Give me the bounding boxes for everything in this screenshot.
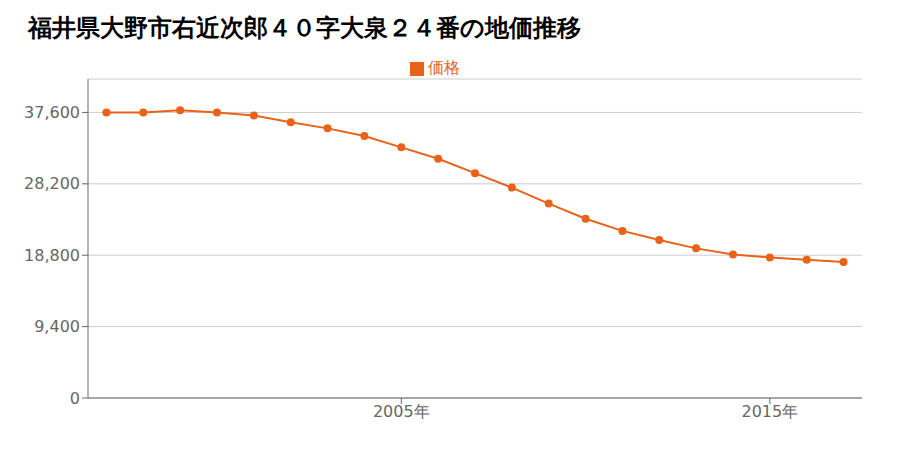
html-text:価格: 価格 — [428, 58, 460, 77]
svg-text:28,200: 28,200 — [24, 174, 80, 193]
html-text:福井県大野市右近次郎４０字大泉２４番の地価推移: 福井県大野市右近次郎４０字大泉２４番の地価推移 — [28, 14, 581, 42]
svg-text:2005年: 2005年 — [373, 402, 430, 421]
svg-text:18,800: 18,800 — [24, 246, 80, 265]
svg-text:37,600: 37,600 — [24, 103, 80, 122]
svg-text:9,400: 9,400 — [34, 317, 80, 336]
svg-text:0: 0 — [70, 389, 80, 408]
svg-text:2015年: 2015年 — [741, 402, 798, 421]
